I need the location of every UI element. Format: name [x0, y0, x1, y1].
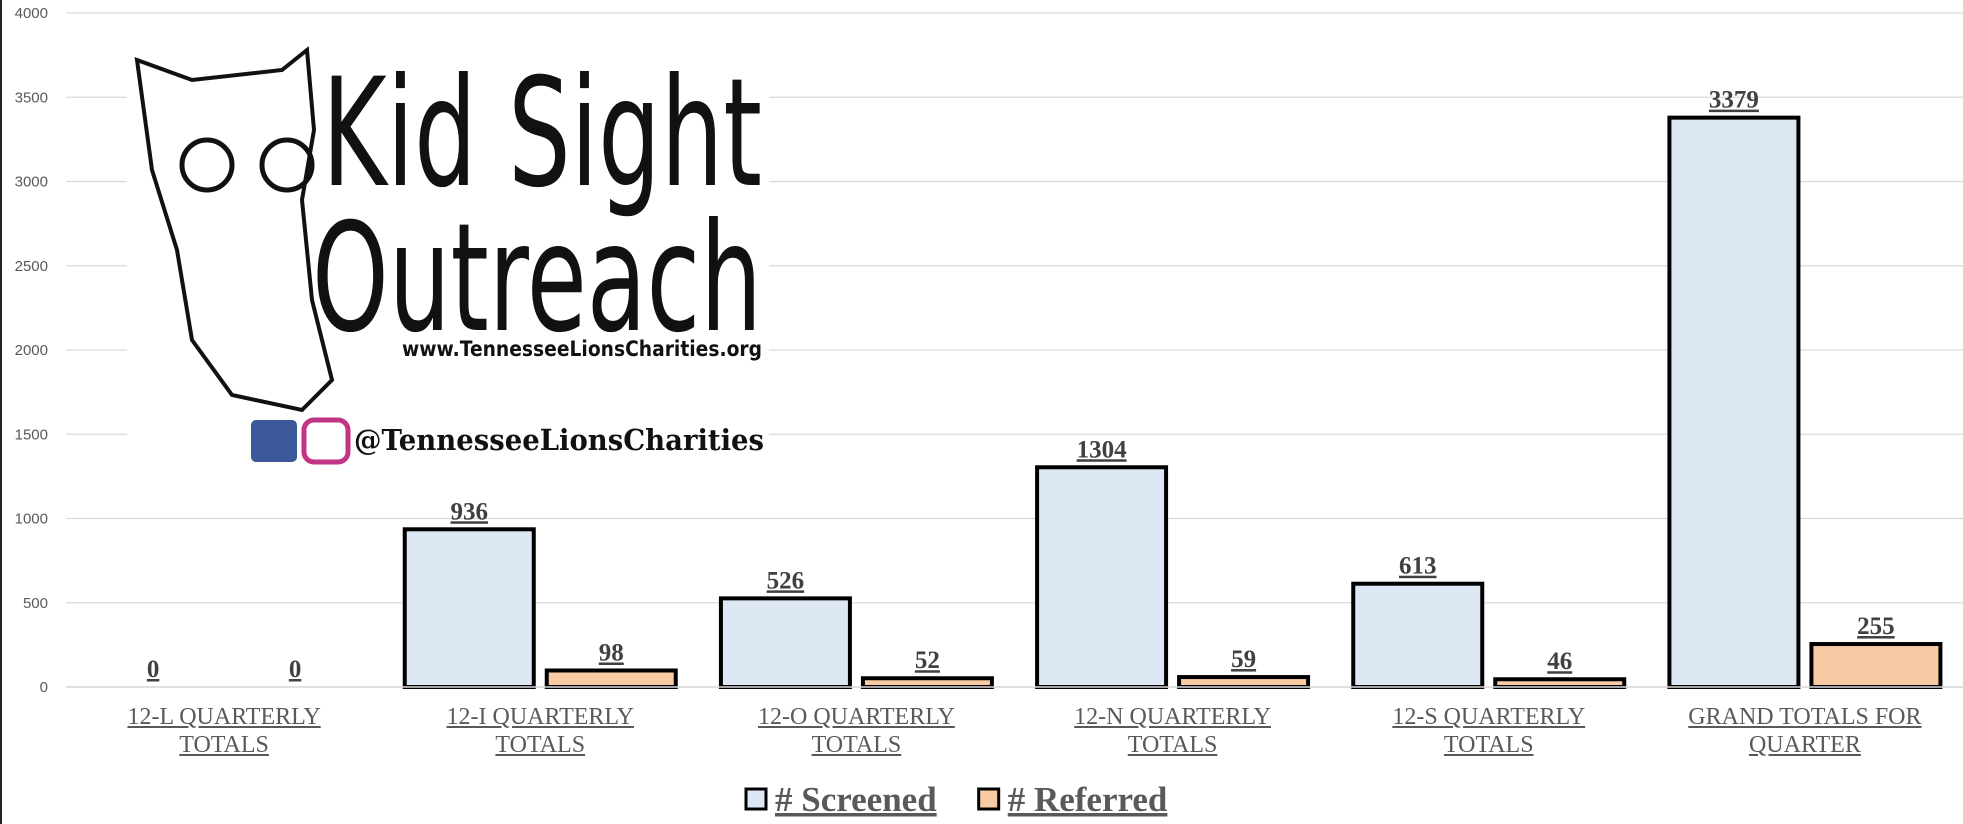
x-tick-label: 12-I QUARTERLY TOTALS: [415, 703, 665, 759]
chart-container: 0 500 1000 1500 2000 2500 3000 3500 4000 Kid Sigh…: [0, 0, 1963, 824]
y-tick-label: 4000: [15, 5, 48, 22]
y-tick-label: 0: [40, 679, 48, 696]
bar: [1669, 118, 1798, 687]
x-tick-label: 12-L QUARTERLY TOTALS: [99, 703, 349, 759]
y-tick-label: 500: [23, 595, 48, 612]
logo-text: @TennesseeLionsCharities: [354, 423, 764, 457]
data-label: 98: [599, 639, 624, 666]
data-label: 3379: [1709, 87, 1759, 114]
bar: [1495, 679, 1624, 687]
data-label: 1304: [1077, 436, 1128, 463]
x-tick-label: 12-N QUARTERLY TOTALS: [1048, 703, 1298, 759]
bar: [405, 529, 534, 687]
data-label: 255: [1857, 613, 1895, 640]
data-label: 52: [915, 647, 940, 674]
chart: 0 500 1000 1500 2000 2500 3000 3500 4000 Kid Sigh…: [2, 0, 1963, 824]
data-label: 46: [1547, 648, 1572, 675]
logo-text: www.TennesseeLionsCharities.org: [402, 337, 762, 361]
data-label: 526: [767, 567, 805, 594]
x-tick-label: 12-S QUARTERLY TOTALS: [1364, 703, 1614, 759]
y-tick-label: 3000: [15, 174, 48, 191]
data-label: 0: [289, 656, 302, 683]
bar: [1037, 467, 1166, 687]
bar: [721, 598, 850, 687]
legend-label: # Referred: [1008, 780, 1168, 819]
logo: Kid SightOutreachwww.TennesseeLionsChari…: [127, 38, 769, 470]
legend-label: # Screened: [775, 780, 937, 819]
data-label: 59: [1231, 646, 1256, 673]
bar: [1811, 644, 1940, 687]
facebook-icon: [251, 420, 297, 462]
data-label: 613: [1399, 553, 1437, 580]
x-tick-label: GRAND TOTALS FOR QUARTER: [1680, 703, 1930, 759]
y-tick-label: 2000: [15, 342, 48, 359]
bar: [1179, 677, 1308, 687]
legend-swatch: [979, 789, 999, 809]
bar: [547, 670, 676, 687]
x-tick-label: 12-O QUARTERLY TOTALS: [731, 703, 981, 759]
bar: [1353, 584, 1482, 687]
data-label: 0: [147, 656, 160, 683]
data-label: 936: [451, 498, 489, 525]
bar: [863, 678, 992, 687]
legend-swatch: [746, 789, 766, 809]
y-tick-label: 1500: [15, 426, 48, 443]
y-tick-label: 1000: [15, 511, 48, 528]
y-tick-label: 3500: [15, 89, 48, 106]
y-tick-label: 2500: [15, 258, 48, 275]
